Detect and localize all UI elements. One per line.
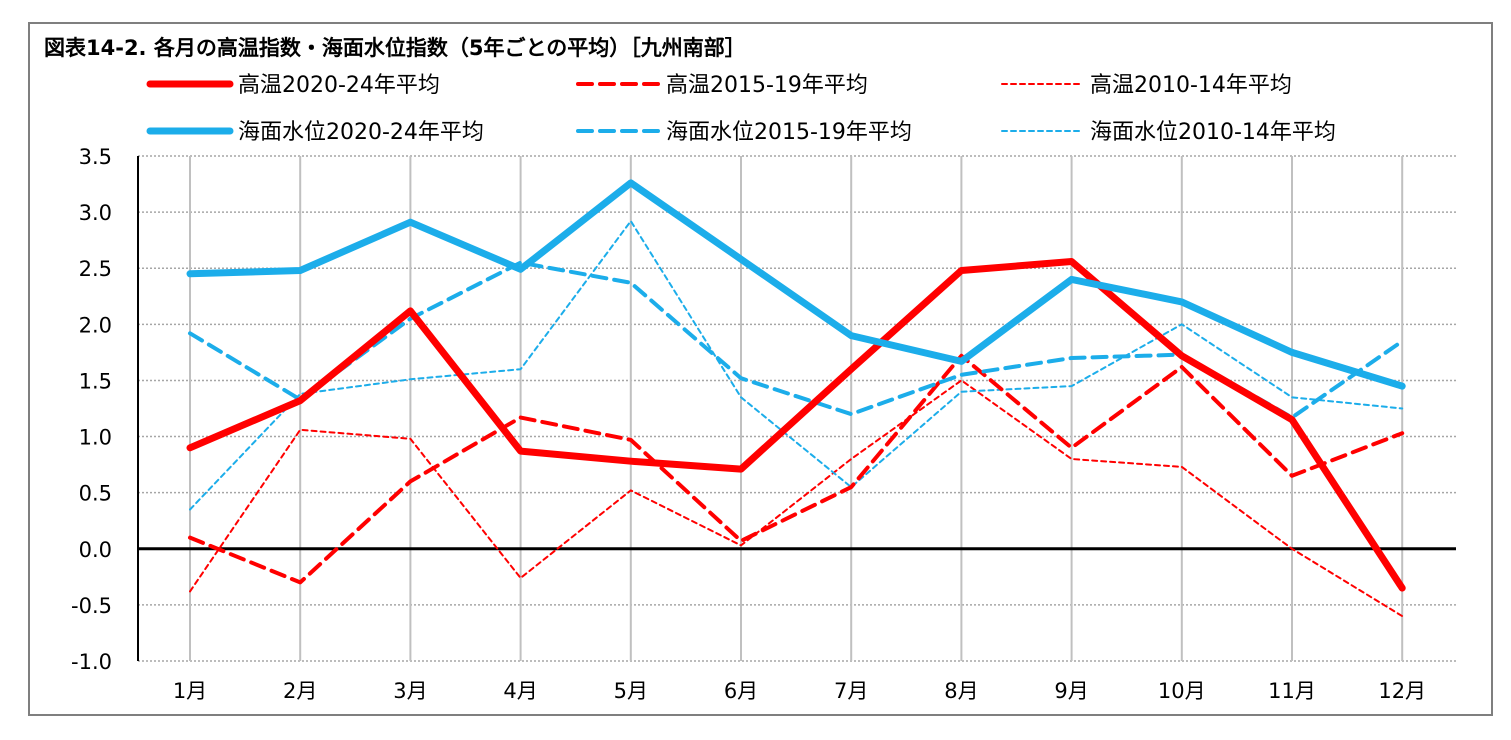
- x-tick-label: 6月: [724, 679, 758, 703]
- y-tick-label: 0.0: [79, 538, 112, 562]
- x-tick-label: 4月: [503, 679, 537, 703]
- x-tick-label: 1月: [173, 679, 207, 703]
- y-tick-label: 2.0: [79, 313, 112, 337]
- x-tick-label: 8月: [944, 679, 978, 703]
- x-tick-label: 3月: [393, 679, 427, 703]
- series-line: [188, 353, 1405, 585]
- chart-title: 図表14-2. 各月の高温指数・海面水位指数（5年ごとの平均）［九州南部］: [44, 36, 746, 60]
- y-tick-label: 3.0: [79, 201, 112, 225]
- y-tick-label: 3.5: [79, 145, 112, 169]
- y-tick-label: 2.5: [79, 257, 112, 281]
- series-line: [189, 379, 1404, 618]
- y-tick-label: -1.0: [71, 650, 112, 674]
- series-line: [189, 220, 1404, 511]
- series-line: [186, 179, 1406, 390]
- y-tick-label: 1.5: [79, 369, 112, 393]
- legend-label: 高温2020-24年平均: [238, 73, 440, 98]
- legend-label: 高温2010-14年平均: [1090, 73, 1292, 98]
- legend-label: 海面水位2015-19年平均: [666, 120, 912, 145]
- legend-label: 海面水位2010-14年平均: [1090, 120, 1336, 145]
- x-tick-label: 7月: [834, 679, 868, 703]
- legend-label: 高温2015-19年平均: [666, 73, 868, 98]
- y-tick-label: 1.0: [79, 426, 112, 450]
- x-tick-label: 10月: [1158, 679, 1206, 703]
- y-tick-label: 0.5: [79, 482, 112, 506]
- x-tick-label: 11月: [1268, 679, 1316, 703]
- x-tick-label: 9月: [1054, 679, 1088, 703]
- legend-label: 海面水位2020-24年平均: [238, 120, 484, 145]
- x-tick-label: 5月: [614, 679, 648, 703]
- x-tick-label: 12月: [1378, 679, 1426, 703]
- y-tick-label: -0.5: [71, 594, 112, 618]
- series-line: [186, 258, 1406, 592]
- x-tick-label: 2月: [283, 679, 317, 703]
